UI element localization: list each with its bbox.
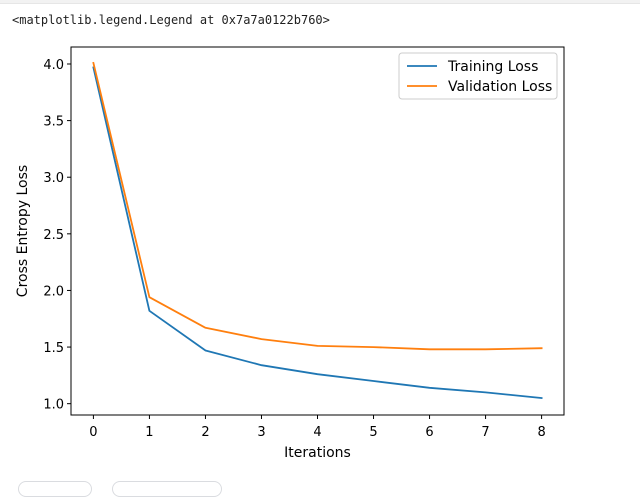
x-axis: 0 1 2 3 4 5 6 7 8 xyxy=(89,415,546,440)
y-tick-label: 2.5 xyxy=(43,228,64,243)
y-tick-label: 4.0 xyxy=(43,58,64,73)
y-tick-label: 3.5 xyxy=(43,115,64,130)
y-tick-label: 1.5 xyxy=(43,341,64,356)
plot-area-frame xyxy=(70,46,565,416)
y-tick-label: 1.0 xyxy=(43,398,64,413)
x-axis-title: Iterations xyxy=(284,445,351,461)
legend-label: Training Loss xyxy=(447,59,538,75)
x-tick-label: 6 xyxy=(425,425,433,440)
y-axis-title: Cross Entropy Loss xyxy=(15,165,31,297)
y-axis: 1.0 1.5 2.0 2.5 3.0 3.5 4.0 xyxy=(43,58,71,413)
x-tick-label: 4 xyxy=(313,425,321,440)
cell-top-border xyxy=(0,0,640,4)
y-tick-label: 3.0 xyxy=(43,171,64,186)
cell-output-text: <matplotlib.legend.Legend at 0x7a7a0122b… xyxy=(12,13,330,27)
x-tick-label: 8 xyxy=(537,425,545,440)
y-tick-label: 2.0 xyxy=(43,284,64,299)
x-tick-label: 7 xyxy=(481,425,489,440)
legend: Training Loss Validation Loss xyxy=(398,52,558,100)
legend-label: Validation Loss xyxy=(448,79,552,95)
x-tick-label: 5 xyxy=(369,425,377,440)
x-tick-label: 2 xyxy=(201,425,209,440)
series-line-validation-loss xyxy=(92,61,543,351)
x-tick-label: 1 xyxy=(145,425,153,440)
cell-toolbar-button[interactable] xyxy=(18,481,92,497)
cell-toolbar-button[interactable] xyxy=(112,481,222,497)
loss-chart: 0 1 2 3 4 5 6 7 8 1.0 1.5 2.0 2.5 3.0 3.5 4.0 Iteratio… xyxy=(15,46,565,461)
x-tick-label: 3 xyxy=(257,425,265,440)
series-line-training-loss xyxy=(92,66,543,399)
x-tick-label: 0 xyxy=(89,425,97,440)
legend-frame xyxy=(398,52,558,100)
series-layer xyxy=(92,61,543,399)
